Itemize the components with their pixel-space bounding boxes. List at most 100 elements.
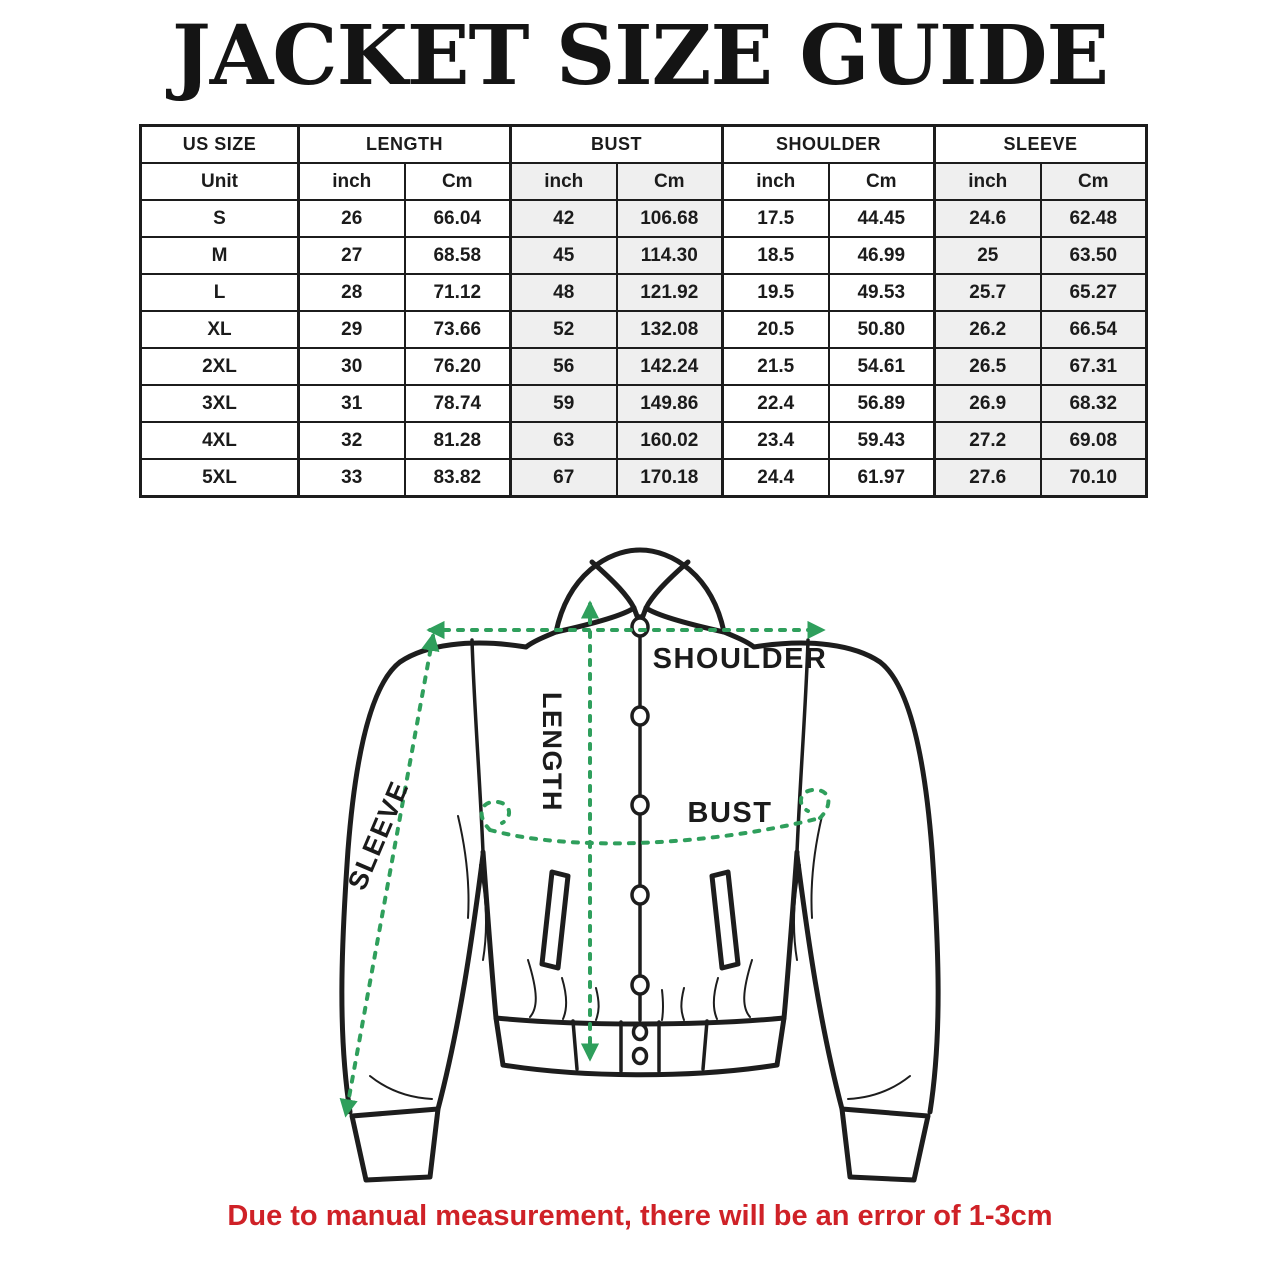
value-cell: 76.20 [403,347,512,386]
value-cell: 22.4 [721,384,830,423]
left-sleeve-inner [435,852,486,1112]
value-cell: 114.30 [615,236,724,275]
value-cell: 63.50 [1039,236,1148,275]
size-cell: 2XL [139,347,300,386]
value-cell: 142.24 [615,347,724,386]
button-3 [630,794,650,816]
value-cell: 121.92 [615,273,724,312]
value-cell: 67.31 [1039,347,1148,386]
value-cell: 18.5 [721,236,830,275]
table-body: S 26 66.04 42 106.68 17.5 44.45 24.6 62.48 M 27 68.… [139,199,1148,498]
value-cell: 83.82 [403,458,512,498]
unit-cell-5: inch [721,162,830,201]
value-cell: 160.02 [615,421,724,460]
value-cell: 69.08 [1039,421,1148,460]
column-group-us-size: US SIZE [139,124,300,164]
value-cell: 63 [509,421,618,460]
value-cell: 21.5 [721,347,830,386]
value-cell: 29 [297,310,406,349]
jacket-svg: SHOULDER LENGTH BUST SLEEVE [339,547,941,1183]
value-cell: 66.54 [1039,310,1148,349]
measurement-disclaimer: Due to manual measurement, there will be… [227,1200,1053,1232]
value-cell: 56 [509,347,618,386]
table-head: US SIZE LENGTH BUST SHOULDER SLEEVE Unit inch C… [139,124,1148,201]
size-cell: 3XL [139,384,300,423]
size-row-m: M 27 68.58 45 114.30 18.5 46.99 25 63.50 [139,236,1148,275]
jacket-diagram: SHOULDER LENGTH BUST SLEEVE [330,520,950,1210]
unit-row: Unit inch Cm inch Cm inch Cm inch Cm [139,162,1148,201]
size-cell: L [139,273,300,312]
size-row-4xl: 4XL 32 81.28 63 160.02 23.4 59.43 27.2 69.08 [139,421,1148,460]
shoulder-label: SHOULDER [653,643,828,675]
size-cell: XL [139,310,300,349]
value-cell: 52 [509,310,618,349]
value-cell: 70.10 [1039,458,1148,498]
value-cell: 30 [297,347,406,386]
button-5 [630,974,650,996]
waistband-left [493,1015,506,1068]
value-cell: 19.5 [721,273,830,312]
value-cell: 66.04 [403,199,512,238]
measurement-arrows [339,600,831,1118]
right-armhole-seam [795,638,810,854]
unit-cell-7: inch [933,162,1042,201]
value-cell: 27.2 [933,421,1042,460]
column-group-length: LENGTH [297,124,512,164]
value-cell: 68.32 [1039,384,1148,423]
size-row-l: L 28 71.12 48 121.92 19.5 49.53 25.7 65.27 [139,273,1148,312]
value-cell: 42 [509,199,618,238]
value-cell: 54.61 [827,347,936,386]
waistband-button-1 [631,1022,649,1042]
size-row-5xl: 5XL 33 83.82 67 170.18 24.4 61.97 27.6 70.10 [139,458,1148,498]
right-sleeve-inner [794,852,845,1112]
value-cell: 26.5 [933,347,1042,386]
size-row-xl: XL 29 73.66 52 132.08 20.5 50.80 26.2 66.54 [139,310,1148,349]
group-header-row: US SIZE LENGTH BUST SHOULDER SLEEVE [139,124,1148,164]
right-cuff [839,1106,931,1183]
column-group-sleeve: SLEEVE [933,124,1148,164]
value-cell: 20.5 [721,310,830,349]
left-cuff [349,1106,441,1183]
unit-cell-6: Cm [827,162,936,201]
left-armhole-seam [470,638,485,854]
value-cell: 26.2 [933,310,1042,349]
value-cell: 71.12 [403,273,512,312]
value-cell: 170.18 [615,458,724,498]
value-cell: 78.74 [403,384,512,423]
value-cell: 25 [933,236,1042,275]
value-cell: 27 [297,236,406,275]
value-cell: 17.5 [721,199,830,238]
waistband-seam-1 [571,1019,579,1071]
size-row-2xl: 2XL 30 76.20 56 142.24 21.5 54.61 26.5 67.31 [139,347,1148,386]
value-cell: 59 [509,384,618,423]
collar-outer [553,547,727,635]
size-row-s: S 26 66.04 42 106.68 17.5 44.45 24.6 62.48 [139,199,1148,238]
sleeve-arrow [339,632,440,1118]
bust-arc [488,816,822,846]
column-group-bust: BUST [509,124,724,164]
left-pocket-welt [539,869,571,971]
button-4 [630,884,650,906]
collar-left-fold [589,559,637,611]
value-cell: 62.48 [1039,199,1148,238]
waistband-button-2 [631,1046,649,1066]
value-cell: 68.58 [403,236,512,275]
right-body-side [781,849,800,1021]
waistband-right [774,1015,787,1068]
jacket-outline [339,547,941,1183]
value-cell: 33 [297,458,406,498]
bust-label: BUST [688,797,773,829]
value-cell: 46.99 [827,236,936,275]
value-cell: 67 [509,458,618,498]
right-pocket-welt [709,869,741,971]
size-cell: 4XL [139,421,300,460]
value-cell: 45 [509,236,618,275]
value-cell: 24.6 [933,199,1042,238]
value-cell: 23.4 [721,421,830,460]
collar-right-fold [643,559,691,611]
value-cell: 31 [297,384,406,423]
page-title: JACKET SIZE GUIDE [171,8,1109,104]
value-cell: 106.68 [615,199,724,238]
right-sleeve-outer [751,640,941,1115]
collar-left-flap [553,605,637,635]
